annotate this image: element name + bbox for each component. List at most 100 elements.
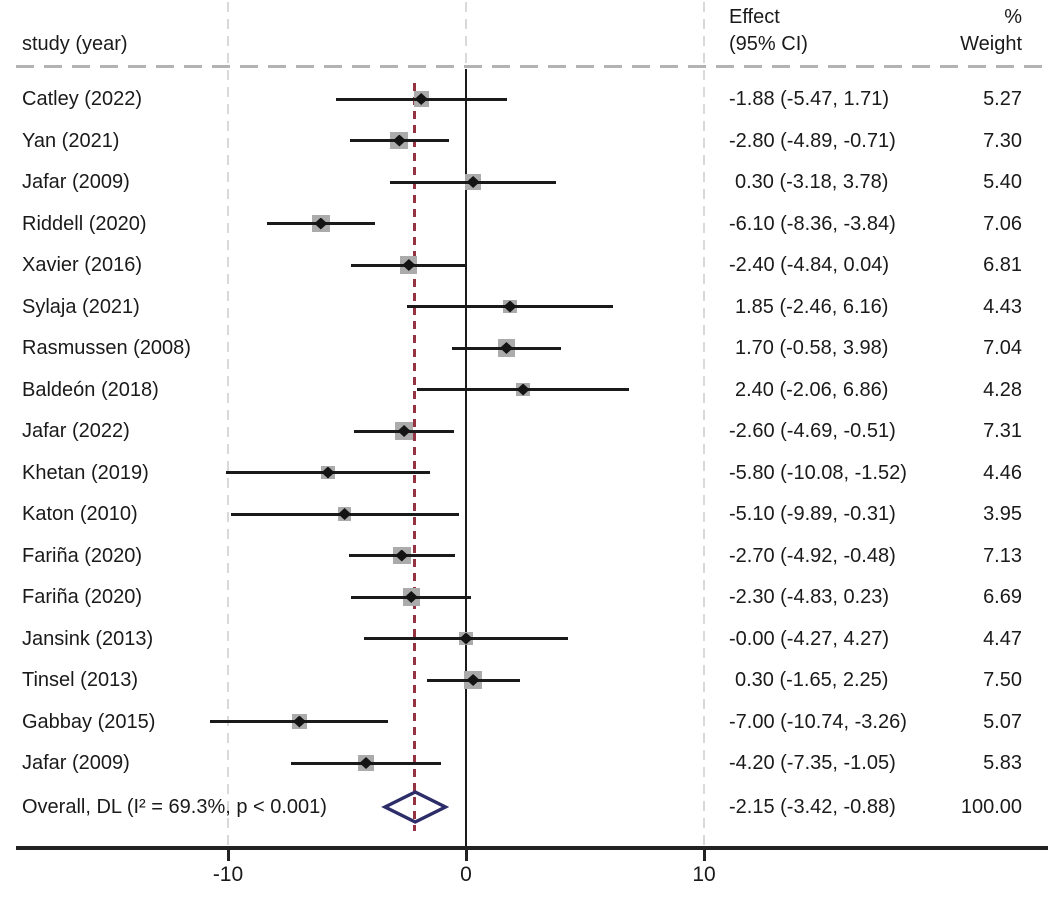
weight-value: 7.06 (983, 212, 1022, 235)
study-label: Sylaja (2021) (22, 295, 140, 318)
study-row: Jafar (2022) -2.60 (-4.69, -0.51) 7.31 (0, 410, 1050, 452)
x-tick-label: 0 (460, 863, 472, 886)
weight-value: 3.95 (983, 503, 1022, 525)
study-row: Yan (2021) -2.80 (-4.89, -0.71) 7.30 (0, 120, 1050, 162)
weight-column-header: % Weight (880, 4, 1022, 58)
study-label: Khetan (2019) (22, 461, 149, 484)
weight-value: 5.83 (983, 752, 1022, 774)
study-label: Jafar (2009) (22, 171, 130, 193)
effect-ci-value: -2.40 (-4.84, 0.04) (729, 254, 890, 276)
study-label: Jafar (2022) (22, 420, 130, 442)
study-row: Baldeón (2018) 2.40 (-2.06, 6.86) 4.28 (0, 369, 1050, 411)
point-estimate-marker (499, 342, 513, 354)
study-row: Gabbay (2015) -7.00 (-10.74, -3.26) 5.07 (0, 701, 1050, 743)
point-estimate-marker (292, 715, 306, 728)
weight-value: 5.07 (983, 710, 1022, 733)
effect-ci-value: 1.85 (-2.46, 6.16) (735, 295, 889, 318)
study-label: Katon (2010) (22, 503, 138, 525)
study-row: Katon (2010) -5.10 (-9.89, -0.31) 3.95 (0, 493, 1050, 535)
study-label: Rasmussen (2008) (22, 337, 191, 359)
study-row: Rasmussen (2008) 1.70 (-0.58, 3.98) 7.04 (0, 327, 1050, 369)
effect-ci-value: -4.20 (-7.35, -1.05) (729, 752, 896, 774)
overall-weight-value: 100.00 (960, 796, 1022, 818)
x-gridline (703, 2, 705, 845)
study-row: Sylaja (2021) 1.85 (-2.46, 6.16) 4.43 (0, 286, 1050, 328)
point-estimate-marker (321, 466, 335, 479)
weight-value: 7.31 (983, 420, 1022, 442)
overall-effect-dashed-line (413, 83, 417, 831)
weight-value: 5.27 (983, 88, 1022, 110)
x-gridline (227, 2, 229, 845)
overall-diamond (380, 790, 449, 824)
effect-ci-value: -1.88 (-5.47, 1.71) (729, 88, 890, 110)
study-column-header: study (year) (22, 33, 128, 55)
weight-value: 4.47 (983, 627, 1022, 650)
study-row: Tinsel (2013) 0.30 (-1.65, 2.25) 7.50 (0, 659, 1050, 701)
study-row: Jansink (2013) -0.00 (-4.27, 4.27) 4.47 (0, 618, 1050, 660)
study-row: Fariña (2020) -2.70 (-4.92, -0.48) 7.13 (0, 535, 1050, 577)
point-estimate-marker (397, 425, 411, 437)
study-label: Yan (2021) (22, 129, 120, 152)
point-estimate-marker (392, 134, 406, 147)
study-label: Catley (2022) (22, 88, 143, 110)
study-label: Baldeón (2018) (22, 378, 159, 401)
study-label: Fariña (2020) (22, 544, 143, 567)
effect-column-header-line1: Effect (729, 6, 780, 28)
effect-ci-value: -2.70 (-4.92, -0.48) (729, 544, 896, 567)
point-estimate-marker (459, 632, 473, 645)
study-label: Fariña (2020) (22, 586, 143, 608)
point-estimate-marker (466, 674, 480, 686)
overall-label: Overall, DL (I² = 69.3%, p < 0.001) (22, 796, 327, 818)
x-tick-mark (702, 849, 706, 861)
study-row: Catley (2022) -1.88 (-5.47, 1.71) 5.27 (0, 78, 1050, 120)
weight-value: 4.43 (983, 295, 1022, 318)
zero-reference-line (464, 69, 468, 846)
weight-value: 7.50 (983, 669, 1022, 691)
effect-ci-value: -5.10 (-9.89, -0.31) (729, 503, 896, 525)
study-row: Riddell (2020) -6.10 (-8.36, -3.84) 7.06 (0, 203, 1050, 245)
weight-column-header-line1: % (1004, 6, 1022, 28)
weight-column-header-line2: Weight (960, 33, 1022, 55)
study-row: Fariña (2020) -2.30 (-4.83, 0.23) 6.69 (0, 576, 1050, 618)
x-tick-mark (464, 849, 468, 861)
point-estimate-marker (503, 300, 517, 313)
study-label: Riddell (2020) (22, 212, 147, 235)
effect-ci-value: 1.70 (-0.58, 3.98) (735, 337, 889, 359)
effect-ci-value: -2.30 (-4.83, 0.23) (729, 586, 890, 608)
study-row: Xavier (2016) -2.40 (-4.84, 0.04) 6.81 (0, 244, 1050, 286)
x-tick-label: -10 (212, 863, 244, 886)
point-estimate-marker (404, 591, 418, 603)
x-tick-mark (226, 849, 230, 861)
effect-ci-value: 0.30 (-3.18, 3.78) (735, 171, 889, 193)
study-row: Jafar (2009) -4.20 (-7.35, -1.05) 5.83 (0, 742, 1050, 784)
point-estimate-marker (338, 508, 352, 520)
weight-value: 6.81 (983, 254, 1022, 276)
point-estimate-marker (402, 259, 416, 271)
effect-ci-value: 0.30 (-1.65, 2.25) (735, 669, 889, 691)
weight-value: 7.30 (983, 129, 1022, 152)
study-row: Jafar (2009) 0.30 (-3.18, 3.78) 5.40 (0, 161, 1050, 203)
study-label: Tinsel (2013) (22, 669, 138, 691)
weight-value: 7.04 (983, 337, 1022, 359)
weight-value: 4.46 (983, 461, 1022, 484)
x-tick-label: 10 (692, 863, 716, 886)
study-label: Jansink (2013) (22, 627, 154, 650)
effect-column-header-line2: (95% CI) (729, 33, 808, 55)
point-estimate-marker (466, 176, 480, 188)
point-estimate-marker (395, 549, 409, 562)
effect-ci-value: -6.10 (-8.36, -3.84) (729, 212, 896, 235)
overall-effect-ci-value: -2.15 (-3.42, -0.88) (729, 796, 896, 818)
study-label: Jafar (2009) (22, 752, 130, 774)
point-estimate-marker (414, 93, 428, 105)
effect-ci-value: -0.00 (-4.27, 4.27) (729, 627, 890, 650)
weight-value: 5.40 (983, 171, 1022, 193)
x-axis-line (16, 846, 1048, 850)
point-estimate-marker (359, 757, 373, 769)
point-estimate-marker (314, 217, 328, 230)
weight-value: 4.28 (983, 378, 1022, 401)
point-estimate-marker (516, 383, 530, 396)
effect-ci-value: -7.00 (-10.74, -3.26) (729, 710, 907, 733)
weight-value: 7.13 (983, 544, 1022, 567)
study-row: Khetan (2019) -5.80 (-10.08, -1.52) 4.46 (0, 452, 1050, 494)
